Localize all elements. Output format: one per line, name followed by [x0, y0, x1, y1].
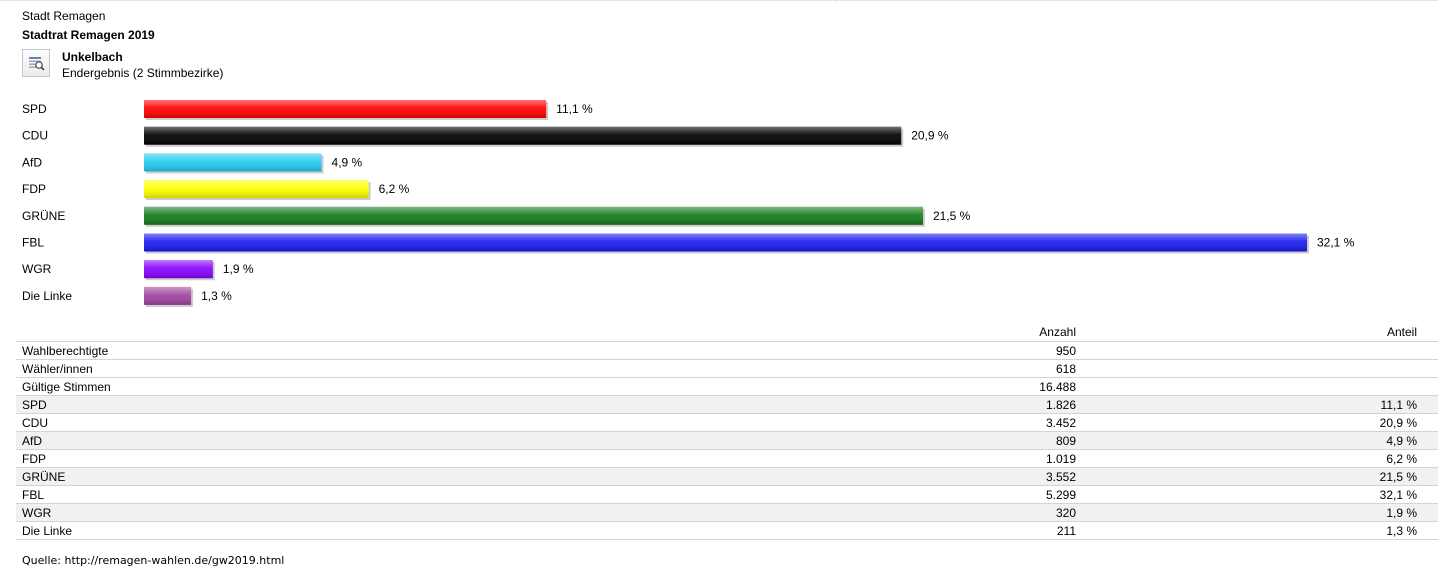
- row-share: [1082, 359, 1438, 378]
- table-header-row: Anzahl Anteil: [16, 323, 1438, 342]
- table-row: FDP 1.019 6,2 %: [16, 449, 1438, 468]
- category-label: CDU: [22, 129, 48, 143]
- table-row: SPD 1.826 11,1 %: [16, 395, 1438, 414]
- row-share: [1082, 341, 1438, 360]
- row-share: 6,2 %: [1082, 449, 1438, 468]
- row-label: WGR: [16, 503, 278, 522]
- row-share: 20,9 %: [1082, 413, 1438, 432]
- value-label: 6,2 %: [379, 182, 410, 196]
- row-label: SPD: [16, 395, 278, 414]
- row-share: 11,1 %: [1082, 395, 1438, 414]
- table-row: CDU 3.452 20,9 %: [16, 413, 1438, 432]
- source-note: Quelle: http://remagen-wahlen.de/gw2019.…: [22, 554, 285, 567]
- bar-chart: SPD 11,1 % CDU 20,9 % AfD 4,9 % FDP 6,2 % GRÜNE 2…: [22, 100, 1355, 307]
- bar-gloss: [144, 260, 213, 279]
- bar-gloss: [144, 100, 547, 118]
- category-label: GRÜNE: [22, 209, 65, 223]
- table-row: Die Linke 211 1,3 %: [16, 521, 1438, 540]
- table-row: Wahlberechtigte 950: [16, 341, 1438, 360]
- table-row: AfD 809 4,9 %: [16, 431, 1438, 450]
- row-label: Wähler/innen: [16, 359, 278, 378]
- value-label: 32,1 %: [1317, 236, 1355, 250]
- results-table: Anzahl Anteil Wahlberechtigte 950 Wähler/i…: [16, 323, 1438, 540]
- bar-gloss: [144, 180, 369, 199]
- value-label: 1,3 %: [201, 289, 232, 303]
- category-label: FDP: [22, 182, 46, 196]
- row-label: AfD: [16, 431, 278, 450]
- table-row: Wähler/innen 618: [16, 359, 1438, 378]
- bar-gloss: [144, 206, 923, 225]
- municipality-name: Stadt Remagen: [22, 9, 106, 23]
- row-count: 1.826: [278, 395, 1082, 414]
- category-label: AfD: [22, 155, 42, 169]
- row-count: 5.299: [278, 485, 1082, 504]
- row-count: 16.488: [278, 377, 1082, 396]
- bar-gloss: [144, 233, 1307, 252]
- bar-gloss: [144, 286, 192, 305]
- row-label: Die Linke: [16, 521, 278, 540]
- row-label: FDP: [16, 449, 278, 468]
- category-label: WGR: [22, 262, 52, 276]
- district-name: Unkelbach: [62, 50, 123, 64]
- row-count: 618: [278, 359, 1082, 378]
- row-label: CDU: [16, 413, 278, 432]
- row-count: 809: [278, 431, 1082, 450]
- row-label: GRÜNE: [16, 467, 278, 486]
- table-row: WGR 320 1,9 %: [16, 503, 1438, 522]
- row-label: Wahlberechtigte: [16, 341, 278, 360]
- row-share: 32,1 %: [1082, 485, 1438, 504]
- row-count: 1.019: [278, 449, 1082, 468]
- table-row: FBL 5.299 32,1 %: [16, 485, 1438, 504]
- column-header-count: Anzahl: [1039, 325, 1076, 339]
- result-status: Endergebnis (2 Stimmbezirke): [62, 66, 224, 80]
- table-row: Gültige Stimmen 16.488: [16, 377, 1438, 396]
- column-header-share: Anteil: [1386, 325, 1417, 339]
- table-row: GRÜNE 3.552 21,5 %: [16, 467, 1438, 486]
- row-share: [1082, 377, 1438, 396]
- bar-gloss: [144, 126, 902, 145]
- category-label: Die Linke: [22, 289, 72, 303]
- row-count: 320: [278, 503, 1082, 522]
- row-count: 3.552: [278, 467, 1082, 486]
- row-share: 1,3 %: [1082, 521, 1438, 540]
- value-label: 20,9 %: [911, 129, 949, 143]
- magnifier-table-icon: [29, 57, 45, 71]
- row-share: 4,9 %: [1082, 431, 1438, 450]
- value-label: 11,1 %: [556, 102, 593, 116]
- row-count: 3.452: [278, 413, 1082, 432]
- row-label: Gültige Stimmen: [16, 377, 278, 396]
- row-label: FBL: [16, 485, 278, 504]
- election-title: Stadtrat Remagen 2019: [22, 28, 155, 42]
- bar-gloss: [144, 153, 322, 172]
- category-label: FBL: [22, 236, 44, 250]
- row-share: 21,5 %: [1082, 467, 1438, 486]
- row-count: 950: [278, 341, 1082, 360]
- top-divider: [0, 0, 1438, 4]
- value-label: 21,5 %: [933, 209, 971, 223]
- value-label: 4,9 %: [332, 155, 363, 169]
- value-label: 1,9 %: [223, 262, 254, 276]
- info-button[interactable]: [22, 49, 50, 77]
- row-count: 211: [278, 521, 1082, 540]
- row-share: 1,9 %: [1082, 503, 1438, 522]
- category-label: SPD: [22, 102, 47, 116]
